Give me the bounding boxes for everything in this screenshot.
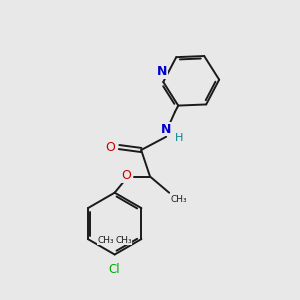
Text: O: O [122,169,131,182]
Text: CH₃: CH₃ [97,236,114,245]
Text: CH₃: CH₃ [116,236,132,245]
Text: H: H [174,133,183,143]
Text: CH₃: CH₃ [171,195,187,204]
Text: N: N [157,65,167,78]
Text: Cl: Cl [109,263,121,276]
Text: O: O [106,141,116,154]
Text: N: N [161,123,171,136]
